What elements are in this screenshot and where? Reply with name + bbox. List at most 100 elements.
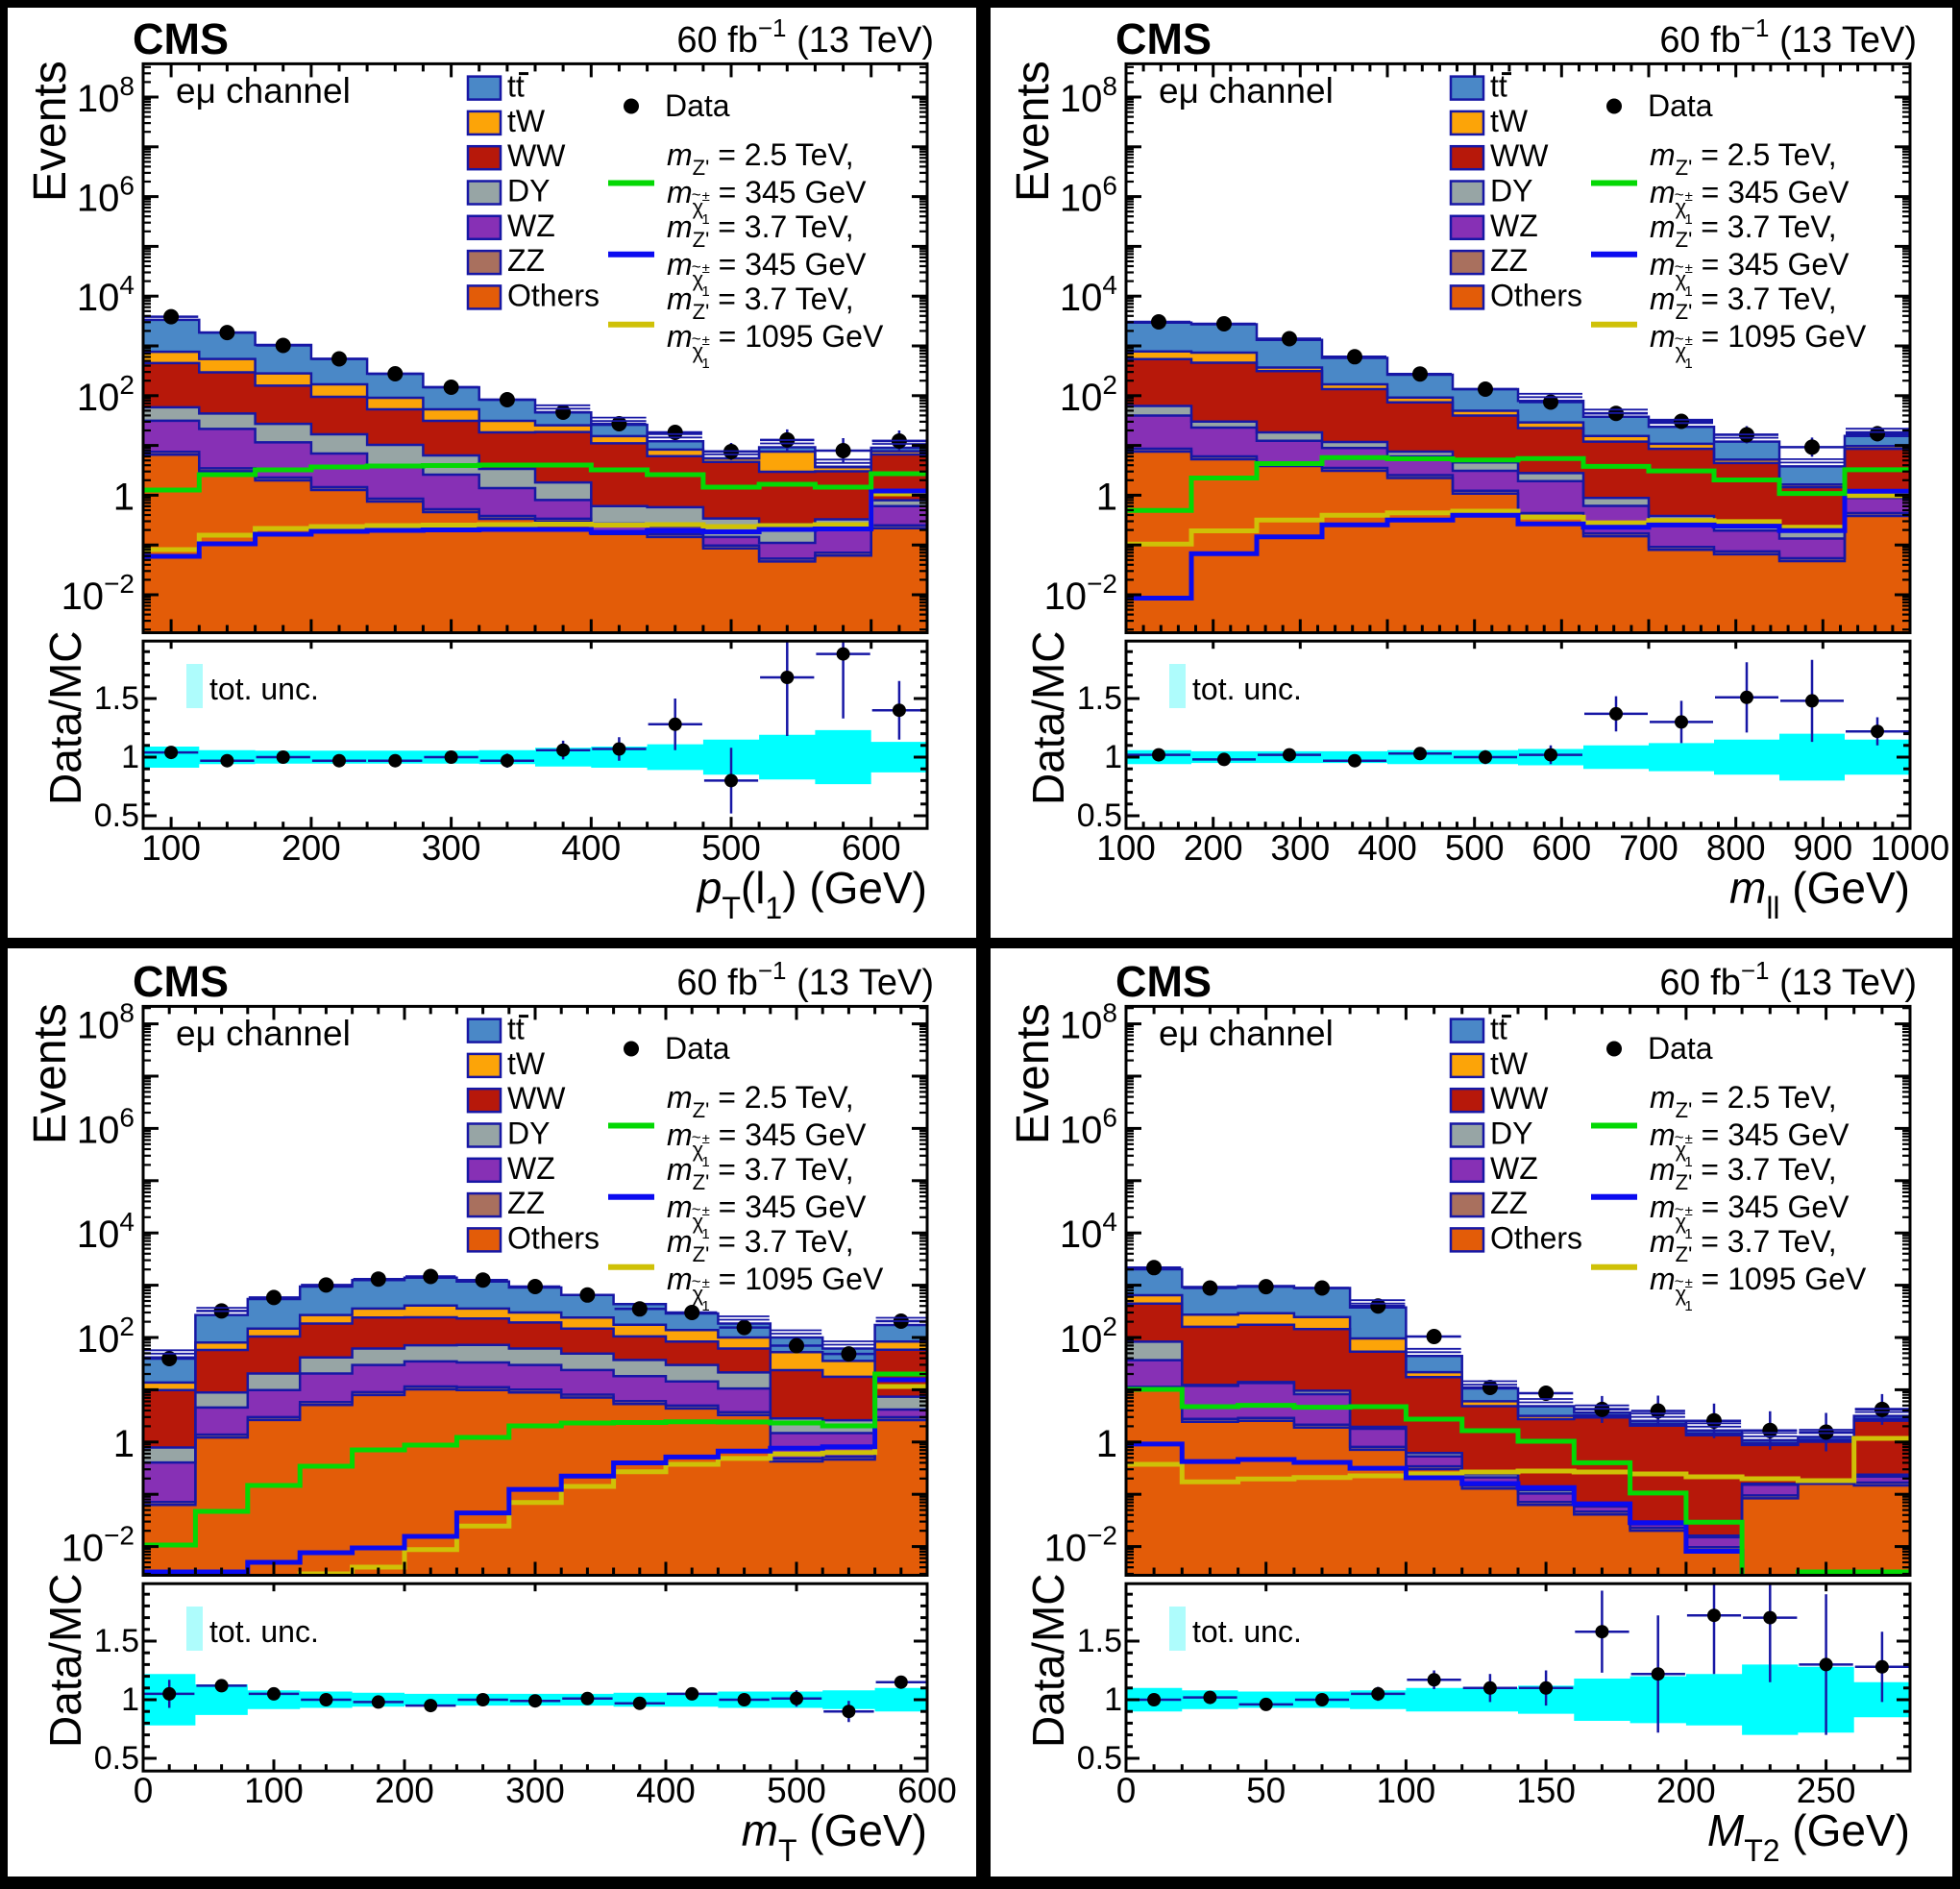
svg-text:mZ' = 2.5 TeV,: mZ' = 2.5 TeV, <box>1650 137 1837 180</box>
svg-text:700: 700 <box>1619 828 1678 868</box>
svg-text:mZ' = 3.7 TeV,: mZ' = 3.7 TeV, <box>667 282 854 324</box>
svg-text:200: 200 <box>1656 1771 1716 1810</box>
svg-text:60 fb−1 (13 TeV): 60 fb−1 (13 TeV) <box>1659 956 1917 1003</box>
svg-text:mχ~±1 = 1095 GeV: mχ~± 1 = 1095 GeV <box>1650 1262 1867 1314</box>
svg-text:eμ channel: eμ channel <box>1159 1014 1334 1053</box>
svg-text:MT2 (GeV): MT2 (GeV) <box>1707 1805 1910 1868</box>
svg-text:tW: tW <box>507 1046 546 1081</box>
svg-text:tot. unc.: tot. unc. <box>1192 1614 1302 1649</box>
svg-text:300: 300 <box>1270 828 1330 868</box>
svg-text:pT(l1) (GeV): pT(l1) (GeV) <box>696 863 927 925</box>
svg-text:60 fb−1 (13 TeV): 60 fb−1 (13 TeV) <box>1659 13 1917 61</box>
svg-text:mZ' = 3.7 TeV,: mZ' = 3.7 TeV, <box>1650 282 1837 324</box>
svg-text:tt: tt <box>507 69 525 104</box>
svg-text:900: 900 <box>1793 828 1852 868</box>
svg-text:Others: Others <box>1490 1220 1582 1255</box>
svg-text:tt: tt <box>1490 69 1507 104</box>
svg-text:1.5: 1.5 <box>94 680 139 717</box>
svg-text:150: 150 <box>1516 1771 1576 1810</box>
svg-text:ZZ: ZZ <box>507 1186 545 1220</box>
svg-text:800: 800 <box>1706 828 1766 868</box>
svg-text:250: 250 <box>1797 1771 1856 1810</box>
svg-text:mχ~±1 = 345 GeV: mχ~± 1 = 345 GeV <box>1650 247 1850 300</box>
svg-text:Events: Events <box>25 1003 76 1144</box>
svg-text:600: 600 <box>1531 828 1591 868</box>
svg-text:500: 500 <box>767 1771 826 1810</box>
svg-text:Events: Events <box>25 61 76 202</box>
svg-text:Events: Events <box>1008 1003 1059 1144</box>
svg-text:mZ' = 2.5 TeV,: mZ' = 2.5 TeV, <box>1650 1080 1837 1122</box>
svg-text:102: 102 <box>1060 370 1117 419</box>
svg-text:200: 200 <box>375 1771 434 1810</box>
svg-text:50: 50 <box>1246 1771 1286 1810</box>
svg-text:Data/MC: Data/MC <box>1023 1574 1073 1748</box>
svg-text:400: 400 <box>1358 828 1417 868</box>
svg-text:1.5: 1.5 <box>1077 1623 1122 1659</box>
svg-text:DY: DY <box>507 1116 550 1151</box>
svg-text:Others: Others <box>1490 278 1582 312</box>
svg-text:Others: Others <box>507 278 600 312</box>
svg-text:mχ~±1 = 345 GeV: mχ~± 1 = 345 GeV <box>1650 1117 1850 1170</box>
svg-text:tot. unc.: tot. unc. <box>1192 672 1302 706</box>
svg-text:mχ~±1 = 1095 GeV: mχ~± 1 = 1095 GeV <box>667 1262 884 1314</box>
svg-text:300: 300 <box>505 1771 565 1810</box>
svg-text:mZ' = 3.7 TeV,: mZ' = 3.7 TeV, <box>1650 1152 1837 1194</box>
svg-text:mZ' = 3.7 TeV,: mZ' = 3.7 TeV, <box>667 209 854 252</box>
svg-text:Data: Data <box>665 88 730 123</box>
svg-text:100: 100 <box>1096 828 1156 868</box>
svg-text:102: 102 <box>1060 1312 1117 1361</box>
svg-text:CMS: CMS <box>133 14 229 63</box>
svg-text:WZ: WZ <box>507 209 555 243</box>
svg-text:1: 1 <box>113 476 135 518</box>
svg-text:tt: tt <box>507 1012 525 1046</box>
svg-text:60 fb−1 (13 TeV): 60 fb−1 (13 TeV) <box>676 956 934 1003</box>
svg-text:1: 1 <box>113 1423 135 1465</box>
svg-text:WW: WW <box>507 1081 566 1116</box>
svg-text:mZ' = 3.7 TeV,: mZ' = 3.7 TeV, <box>1650 209 1837 252</box>
svg-text:0: 0 <box>1116 1771 1137 1810</box>
svg-text:0.5: 0.5 <box>94 1740 139 1777</box>
svg-text:mZ' = 3.7 TeV,: mZ' = 3.7 TeV, <box>667 1224 854 1266</box>
svg-text:Data: Data <box>1648 1031 1713 1066</box>
svg-text:WW: WW <box>1490 1081 1549 1116</box>
svg-text:1: 1 <box>1104 1681 1122 1718</box>
svg-text:mχ~±1 = 345 GeV: mχ~± 1 = 345 GeV <box>667 247 867 300</box>
svg-text:mχ~±1 = 1095 GeV: mχ~± 1 = 1095 GeV <box>1650 319 1867 372</box>
svg-text:400: 400 <box>636 1771 696 1810</box>
svg-text:1: 1 <box>121 1681 139 1718</box>
svg-text:0.5: 0.5 <box>1077 1740 1122 1777</box>
svg-text:100: 100 <box>244 1771 304 1810</box>
svg-text:DY: DY <box>1490 174 1532 209</box>
svg-text:ZZ: ZZ <box>507 243 545 278</box>
svg-text:500: 500 <box>701 828 761 868</box>
svg-text:1.5: 1.5 <box>94 1623 139 1659</box>
svg-text:10−2: 10−2 <box>61 569 135 618</box>
svg-text:1: 1 <box>121 739 139 775</box>
svg-text:200: 200 <box>282 828 341 868</box>
svg-text:mZ' = 2.5 TeV,: mZ' = 2.5 TeV, <box>667 1080 854 1122</box>
svg-text:tW: tW <box>1490 104 1529 138</box>
svg-text:Others: Others <box>507 1220 600 1255</box>
svg-text:mT (GeV): mT (GeV) <box>742 1805 927 1868</box>
svg-text:1: 1 <box>1096 1423 1117 1465</box>
svg-text:mZ' = 2.5 TeV,: mZ' = 2.5 TeV, <box>667 137 854 180</box>
svg-text:tW: tW <box>1490 1046 1529 1081</box>
svg-text:1: 1 <box>1096 476 1117 518</box>
svg-text:DY: DY <box>507 174 550 209</box>
svg-text:102: 102 <box>77 1312 135 1361</box>
svg-text:mχ~±1 = 345 GeV: mχ~± 1 = 345 GeV <box>1650 1190 1850 1242</box>
svg-text:400: 400 <box>561 828 621 868</box>
svg-text:tot. unc.: tot. unc. <box>209 1614 319 1649</box>
svg-text:mχ~±1 = 345 GeV: mχ~± 1 = 345 GeV <box>1650 175 1850 228</box>
svg-text:Data/MC: Data/MC <box>40 1574 90 1748</box>
svg-text:100: 100 <box>1377 1771 1436 1810</box>
svg-text:ZZ: ZZ <box>1490 243 1528 278</box>
svg-text:mZ' = 3.7 TeV,: mZ' = 3.7 TeV, <box>667 1152 854 1194</box>
svg-text:300: 300 <box>422 828 481 868</box>
svg-text:200: 200 <box>1184 828 1243 868</box>
svg-text:tot. unc.: tot. unc. <box>209 672 319 706</box>
svg-text:Data/MC: Data/MC <box>40 631 90 805</box>
svg-text:500: 500 <box>1445 828 1505 868</box>
svg-text:mχ~±1 = 1095 GeV: mχ~± 1 = 1095 GeV <box>667 319 884 372</box>
svg-text:60 fb−1 (13 TeV): 60 fb−1 (13 TeV) <box>676 13 934 61</box>
